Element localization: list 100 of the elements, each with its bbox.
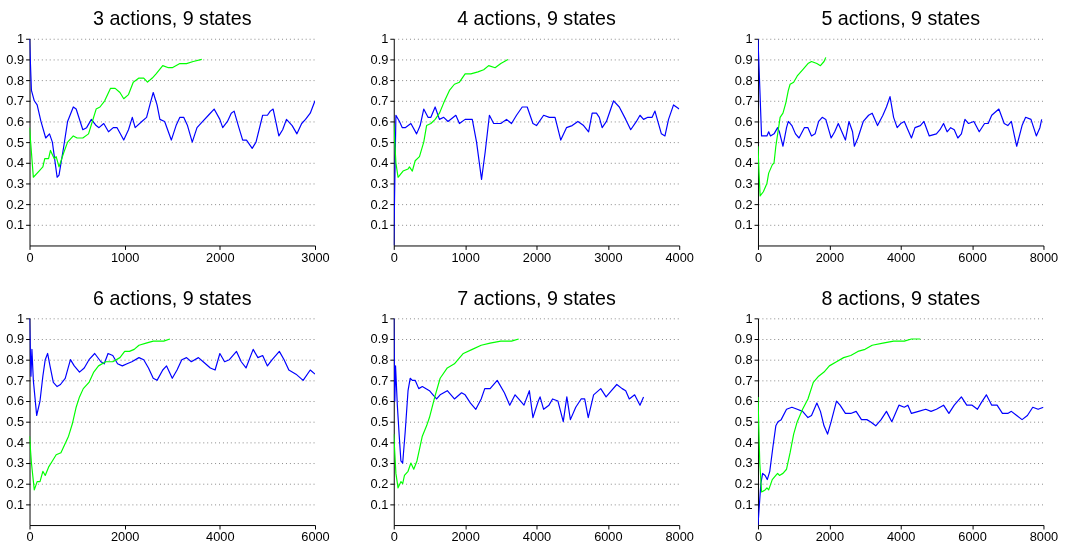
x-tick-label: 4000 — [206, 529, 235, 545]
y-tick-label: 0.2 — [734, 476, 753, 492]
y-tick-label: 0.8 — [6, 72, 25, 88]
x-tick-label: 3000 — [301, 249, 330, 265]
y-tick-label: 0.9 — [370, 51, 389, 67]
y-tick-label: 0.7 — [6, 372, 25, 388]
x-tick-label: 8000 — [1029, 249, 1059, 265]
line-series — [393, 58, 509, 178]
x-tick-label: 0 — [390, 249, 398, 265]
y-tick-label: 0.6 — [370, 393, 389, 409]
chart-title: 8 actions, 9 states — [821, 286, 981, 309]
y-tick-label: 0.4 — [734, 434, 753, 450]
x-tick-label: 1000 — [110, 249, 140, 265]
y-tick-label: 1 — [381, 31, 389, 47]
x-tick-label: 2000 — [110, 529, 140, 545]
y-tick-label: 0.7 — [370, 93, 389, 109]
y-tick-label: 0.4 — [370, 155, 389, 171]
x-tick-label: 6000 — [301, 529, 330, 545]
y-tick-label: 1 — [17, 310, 25, 326]
x-tick-label: 0 — [26, 529, 34, 545]
y-tick-label: 0.4 — [6, 155, 25, 171]
y-tick-label: 0.4 — [370, 434, 389, 450]
x-tick-label: 4000 — [665, 249, 694, 265]
y-tick-label: 0.2 — [6, 476, 25, 492]
y-tick-label: 0.2 — [370, 196, 389, 212]
y-tick-label: 0.8 — [370, 72, 389, 88]
y-tick-label: 0.5 — [6, 414, 25, 430]
y-tick-label: 0.8 — [370, 352, 389, 368]
y-tick-label: 0.1 — [370, 496, 389, 512]
x-tick-label: 2000 — [522, 249, 552, 265]
x-tick-label: 1000 — [451, 249, 480, 265]
y-tick-label: 0.2 — [6, 196, 25, 212]
y-tick-label: 0.1 — [734, 217, 753, 233]
y-tick-label: 0.1 — [370, 217, 389, 233]
chart-title: 5 actions, 9 states — [821, 6, 981, 29]
x-tick-label: 3000 — [594, 249, 623, 265]
chart-title: 4 actions, 9 states — [457, 6, 616, 29]
x-tick-label: 6000 — [958, 529, 987, 545]
y-tick-label: 0.7 — [370, 372, 389, 388]
y-tick-label: 0.4 — [6, 434, 25, 450]
y-tick-label: 0.9 — [370, 331, 389, 347]
line-series — [29, 58, 203, 178]
y-tick-label: 0.6 — [370, 113, 389, 129]
x-tick-label: 0 — [754, 529, 763, 545]
x-tick-label: 0 — [754, 249, 763, 265]
x-tick-label: 0 — [26, 249, 34, 265]
y-tick-label: 0.3 — [370, 175, 389, 191]
y-tick-label: 0.7 — [734, 93, 753, 109]
y-tick-label: 0.3 — [734, 175, 753, 191]
x-tick-label: 2000 — [815, 529, 845, 545]
y-tick-label: 0.8 — [734, 352, 753, 368]
chart-title: 6 actions, 9 states — [92, 286, 252, 309]
x-tick-label: 2000 — [206, 249, 235, 265]
y-tick-label: 0.4 — [734, 155, 753, 171]
chart-title: 7 actions, 9 states — [457, 286, 616, 309]
y-tick-label: 0.8 — [6, 352, 25, 368]
y-tick-label: 0.6 — [734, 393, 753, 409]
y-tick-label: 1 — [17, 31, 25, 47]
y-tick-label: 0.9 — [734, 51, 753, 67]
x-tick-label: 6000 — [594, 529, 623, 545]
x-tick-label: 8000 — [665, 529, 694, 545]
y-tick-label: 0.5 — [6, 134, 25, 150]
x-tick-label: 4000 — [522, 529, 552, 545]
x-tick-label: 4000 — [887, 529, 916, 545]
chart-title: 3 actions, 9 states — [92, 6, 252, 29]
y-tick-label: 0.2 — [734, 196, 753, 212]
y-tick-label: 0.7 — [6, 93, 25, 109]
x-tick-label: 2000 — [815, 249, 845, 265]
x-tick-label: 0 — [390, 529, 398, 545]
x-tick-label: 8000 — [1029, 529, 1059, 545]
y-tick-label: 0.9 — [6, 331, 25, 347]
y-tick-label: 0.8 — [734, 72, 753, 88]
x-tick-label: 4000 — [887, 249, 916, 265]
y-tick-label: 0.9 — [734, 331, 753, 347]
y-tick-label: 0.6 — [6, 393, 25, 409]
y-tick-label: 1 — [745, 31, 753, 47]
y-tick-label: 0.5 — [734, 134, 753, 150]
x-tick-label: 2000 — [451, 529, 480, 545]
line-series — [393, 338, 520, 489]
y-tick-label: 0.1 — [734, 496, 753, 512]
line-series — [29, 338, 171, 491]
y-tick-label: 0.5 — [370, 134, 389, 150]
y-tick-label: 0.3 — [6, 175, 25, 191]
y-tick-label: 0.9 — [6, 51, 25, 67]
y-tick-label: 0.3 — [6, 455, 25, 471]
line-series — [757, 338, 921, 493]
y-tick-label: 0.7 — [734, 372, 753, 388]
line-series — [757, 38, 1043, 147]
y-tick-label: 1 — [745, 310, 753, 326]
y-tick-label: 0.3 — [370, 455, 389, 471]
y-tick-label: 1 — [381, 310, 389, 326]
y-tick-label: 0.6 — [6, 113, 25, 129]
y-tick-label: 0.3 — [734, 455, 753, 471]
y-tick-label: 0.1 — [6, 496, 25, 512]
y-tick-label: 0.6 — [734, 113, 753, 129]
x-tick-label: 6000 — [958, 249, 987, 265]
y-tick-label: 0.5 — [370, 414, 389, 430]
y-tick-label: 0.1 — [6, 217, 25, 233]
line-series — [757, 56, 827, 197]
y-tick-label: 0.5 — [734, 414, 753, 430]
